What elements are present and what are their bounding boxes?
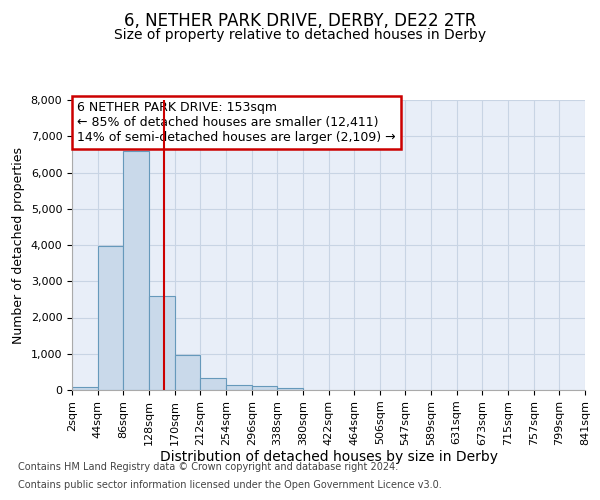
Text: 6, NETHER PARK DRIVE, DERBY, DE22 2TR: 6, NETHER PARK DRIVE, DERBY, DE22 2TR (124, 12, 476, 30)
Bar (226, 385, 252, 390)
Bar (175, 355, 200, 390)
X-axis label: Distribution of detached houses by size in Derby: Distribution of detached houses by size … (160, 450, 497, 464)
Text: Size of property relative to detached houses in Derby: Size of property relative to detached ho… (114, 28, 486, 42)
Bar (149, 296, 175, 390)
Text: Contains HM Land Registry data © Crown copyright and database right 2024.: Contains HM Land Registry data © Crown c… (18, 462, 398, 472)
Y-axis label: Number of detached properties: Number of detached properties (12, 146, 25, 344)
Bar (252, 386, 277, 390)
Bar (72, 387, 98, 390)
Bar (277, 388, 303, 390)
Bar (124, 152, 149, 390)
Text: Contains public sector information licensed under the Open Government Licence v3: Contains public sector information licen… (18, 480, 442, 490)
Bar (98, 246, 124, 390)
Text: 6 NETHER PARK DRIVE: 153sqm
← 85% of detached houses are smaller (12,411)
14% of: 6 NETHER PARK DRIVE: 153sqm ← 85% of det… (77, 102, 396, 144)
Bar (200, 378, 226, 390)
